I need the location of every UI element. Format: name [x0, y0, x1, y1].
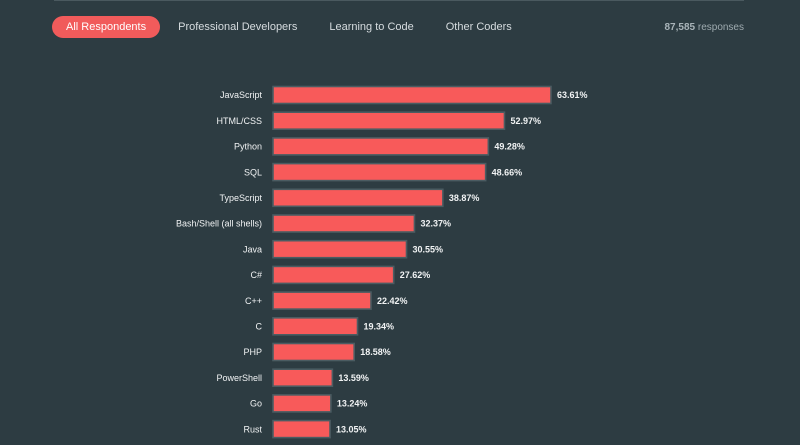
tab-learning-to-code[interactable]: Learning to Code [329, 21, 414, 33]
bar-row-bash-shell-all-shells: Bash/Shell (all shells) 32.37% [176, 214, 451, 233]
category-label: Go [250, 399, 262, 409]
respondent-filter-tabs: All Respondents Professional Developers … [52, 16, 544, 38]
value-label: 48.66% [492, 167, 523, 177]
category-label: JavaScript [220, 90, 263, 100]
bar[interactable] [272, 239, 408, 259]
bar-row-sql: SQL 48.66% [244, 162, 523, 182]
bar[interactable] [272, 342, 355, 362]
category-label: PHP [243, 347, 262, 357]
bar-row-go: Go 13.24% [250, 394, 368, 413]
category-label: TypeScript [219, 193, 262, 203]
value-label: 32.37% [420, 219, 451, 229]
category-label: PowerShell [216, 373, 262, 383]
tab-other-coders[interactable]: Other Coders [445, 21, 512, 33]
bar[interactable] [272, 394, 332, 413]
bar-row-html-css: HTML/CSS 52.97% [216, 111, 541, 130]
value-label: 27.62% [400, 270, 431, 280]
tab-all-respondents[interactable]: All Respondents [52, 16, 161, 38]
bar-row-java: Java 30.55% [243, 239, 444, 259]
value-label: 52.97% [510, 116, 541, 126]
value-label: 30.55% [413, 244, 444, 254]
bar[interactable] [272, 419, 331, 439]
value-label: 19.34% [364, 322, 395, 332]
value-label: 22.42% [377, 296, 408, 306]
bar[interactable] [272, 188, 444, 208]
bar[interactable] [272, 162, 487, 182]
category-label: Rust [243, 424, 262, 434]
category-label: C++ [245, 296, 262, 306]
bar-row-typescript: TypeScript 38.87% [219, 188, 480, 208]
category-label: HTML/CSS [216, 116, 262, 126]
category-label: Python [234, 142, 262, 152]
bar-row-c-plus-plus: C++ 22.42% [245, 291, 408, 310]
responses-suffix: responses [697, 22, 744, 33]
value-label: 13.05% [336, 424, 367, 434]
bar[interactable] [272, 111, 506, 130]
bar-row-c-sharp: C# 27.62% [250, 265, 431, 285]
category-label: SQL [244, 167, 262, 177]
value-label: 38.87% [449, 193, 480, 203]
bar-row-powershell: PowerShell 13.59% [216, 368, 369, 388]
bar-row-rust: Rust 13.05% [243, 419, 367, 439]
bar[interactable] [272, 137, 490, 156]
category-label: C# [250, 270, 262, 280]
bar[interactable] [272, 368, 334, 388]
bar-row-javascript: JavaScript 63.61% [220, 85, 588, 105]
value-label: 13.24% [337, 399, 368, 409]
bar-row-php: PHP 18.58% [243, 342, 391, 362]
value-label: 18.58% [360, 347, 391, 357]
bar[interactable] [272, 85, 552, 105]
value-label: 63.61% [557, 90, 588, 100]
category-label: C [256, 322, 263, 332]
top-divider [54, 0, 744, 1]
bar[interactable] [272, 316, 359, 336]
bar[interactable] [272, 214, 416, 233]
bar-row-c: C 19.34% [256, 316, 395, 336]
value-label: 13.59% [338, 373, 369, 383]
bar-row-python: Python 49.28% [234, 137, 525, 156]
responses-number: 87,585 [664, 22, 696, 33]
category-label: Bash/Shell (all shells) [176, 219, 262, 229]
category-label: Java [243, 244, 262, 254]
value-label: 49.28% [494, 142, 525, 152]
tab-professional-developers[interactable]: Professional Developers [178, 21, 298, 33]
responses-count: 87,585 responses [664, 22, 744, 33]
bar[interactable] [272, 291, 372, 310]
bar[interactable] [272, 265, 395, 285]
